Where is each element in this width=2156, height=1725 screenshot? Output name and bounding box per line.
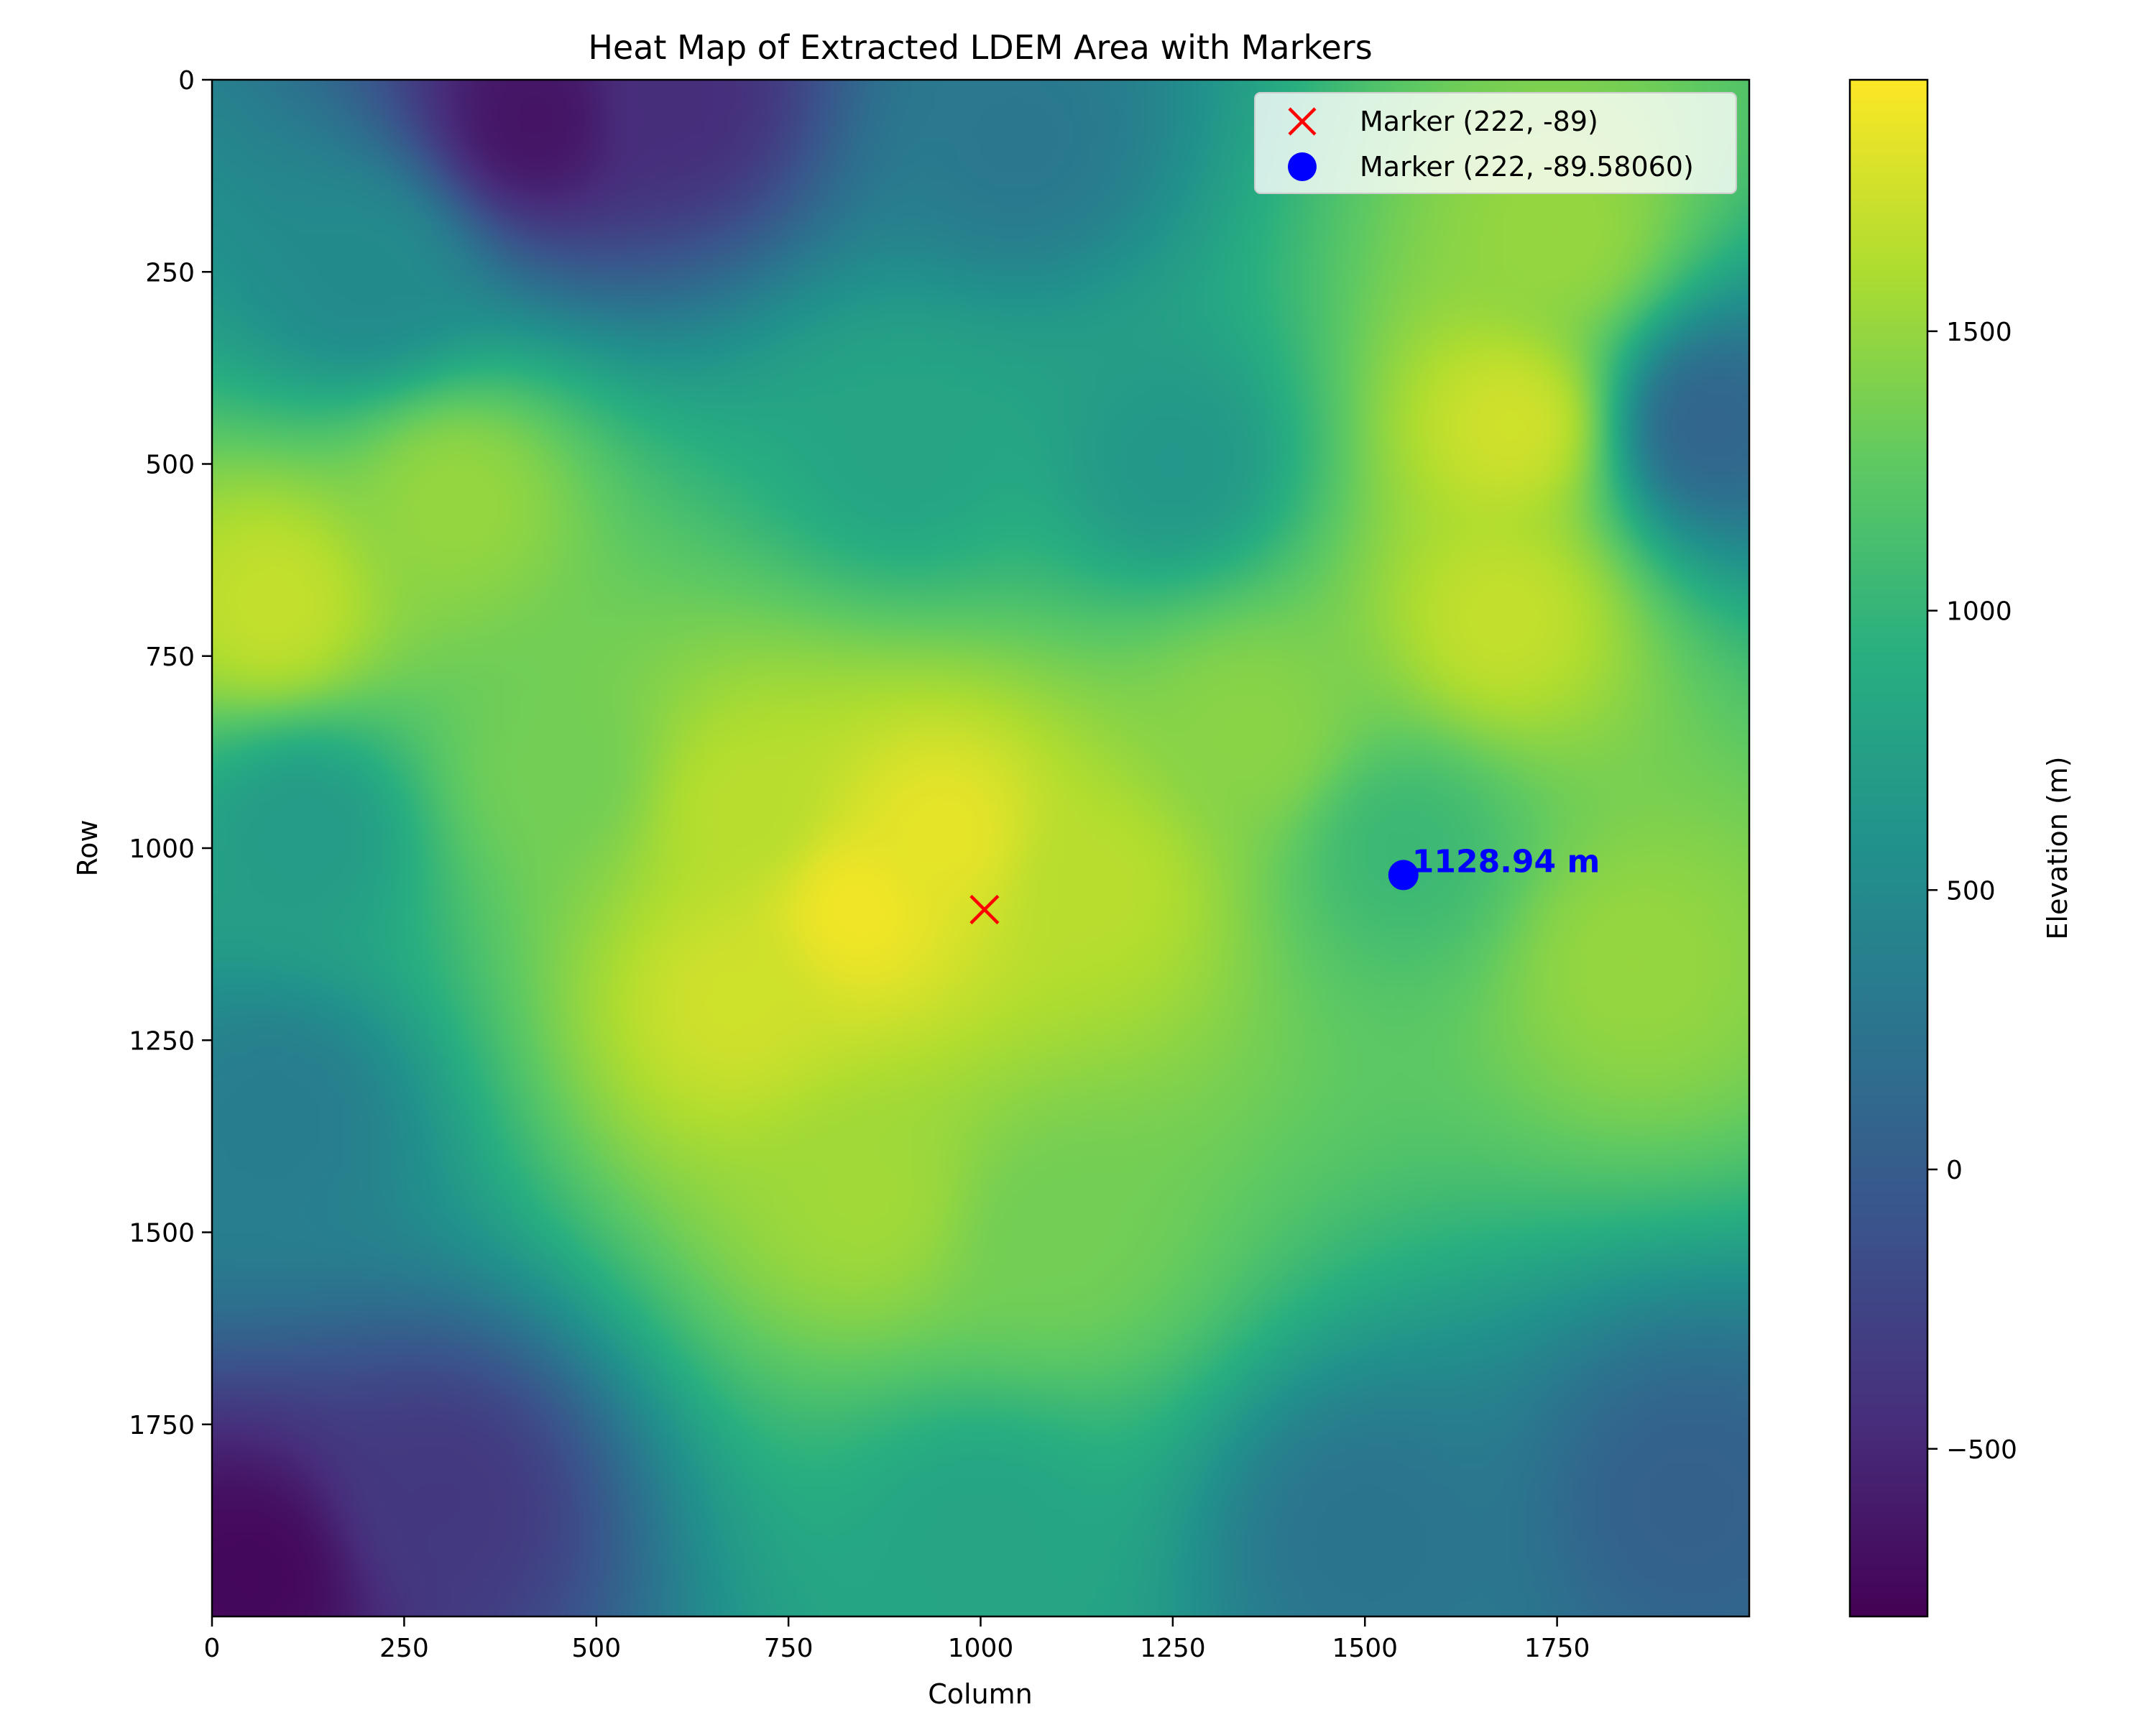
y-tick-label: 500	[145, 451, 195, 480]
legend-label: Marker (222, -89.58060)	[1360, 151, 1694, 183]
colorbar-tick-label: 0	[1946, 1156, 1963, 1185]
y-tick-label: 750	[145, 643, 195, 672]
legend-marker-x-icon	[1288, 107, 1317, 136]
y-tick-label: 250	[145, 258, 195, 288]
colorbar-label: Elevation (m)	[2042, 756, 2073, 939]
legend-marker-circle-icon	[1288, 152, 1317, 181]
x-tick-label: 1500	[1332, 1634, 1398, 1663]
colorbar-tick-label: −500	[1946, 1435, 2017, 1465]
y-tick-label: 1250	[129, 1026, 195, 1056]
heatmap-image	[212, 80, 1749, 1616]
colorbar	[1848, 78, 1929, 1618]
y-axis-label: Row	[72, 819, 103, 876]
y-tick-label: 1500	[129, 1219, 195, 1248]
x-axis-label: Column	[928, 1678, 1033, 1710]
x-tick-label: 0	[204, 1634, 221, 1663]
marker-x	[969, 894, 1000, 925]
x-tick-label: 750	[764, 1634, 814, 1663]
y-tick-label: 1750	[129, 1411, 195, 1440]
x-tick-label: 1250	[1140, 1634, 1206, 1663]
y-tick-label: 1000	[129, 834, 195, 864]
colorbar-axis: −500 0 500 1000 1500	[1927, 318, 2017, 1465]
x-tick-label: 250	[379, 1634, 429, 1663]
chart-title: Heat Map of Extracted LDEM Area with Mar…	[588, 28, 1372, 67]
legend: Marker (222, -89) Marker (222, -89.58060)	[1254, 92, 1737, 194]
y-tick-label: 0	[178, 66, 195, 96]
x-tick-label: 1750	[1524, 1634, 1590, 1663]
colorbar-tick-label: 1500	[1946, 318, 2012, 347]
marker-annotation: 1128.94 m	[1412, 843, 1600, 880]
colorbar-tick-label: 500	[1946, 876, 1996, 906]
colorbar-tick-label: 1000	[1946, 597, 2012, 627]
legend-label: Marker (222, -89)	[1360, 106, 1598, 137]
legend-box	[1254, 92, 1737, 194]
marker-circle	[1388, 860, 1419, 891]
y-axis: 0 250 500 750 1000 1250 1500 1750	[129, 66, 212, 1440]
x-axis: 0 250 500 750 1000 1250 1500 1750	[204, 1616, 1590, 1663]
x-tick-label: 500	[571, 1634, 621, 1663]
x-tick-label: 1000	[948, 1634, 1014, 1663]
markers-layer: 1128.94 m	[969, 843, 1600, 925]
